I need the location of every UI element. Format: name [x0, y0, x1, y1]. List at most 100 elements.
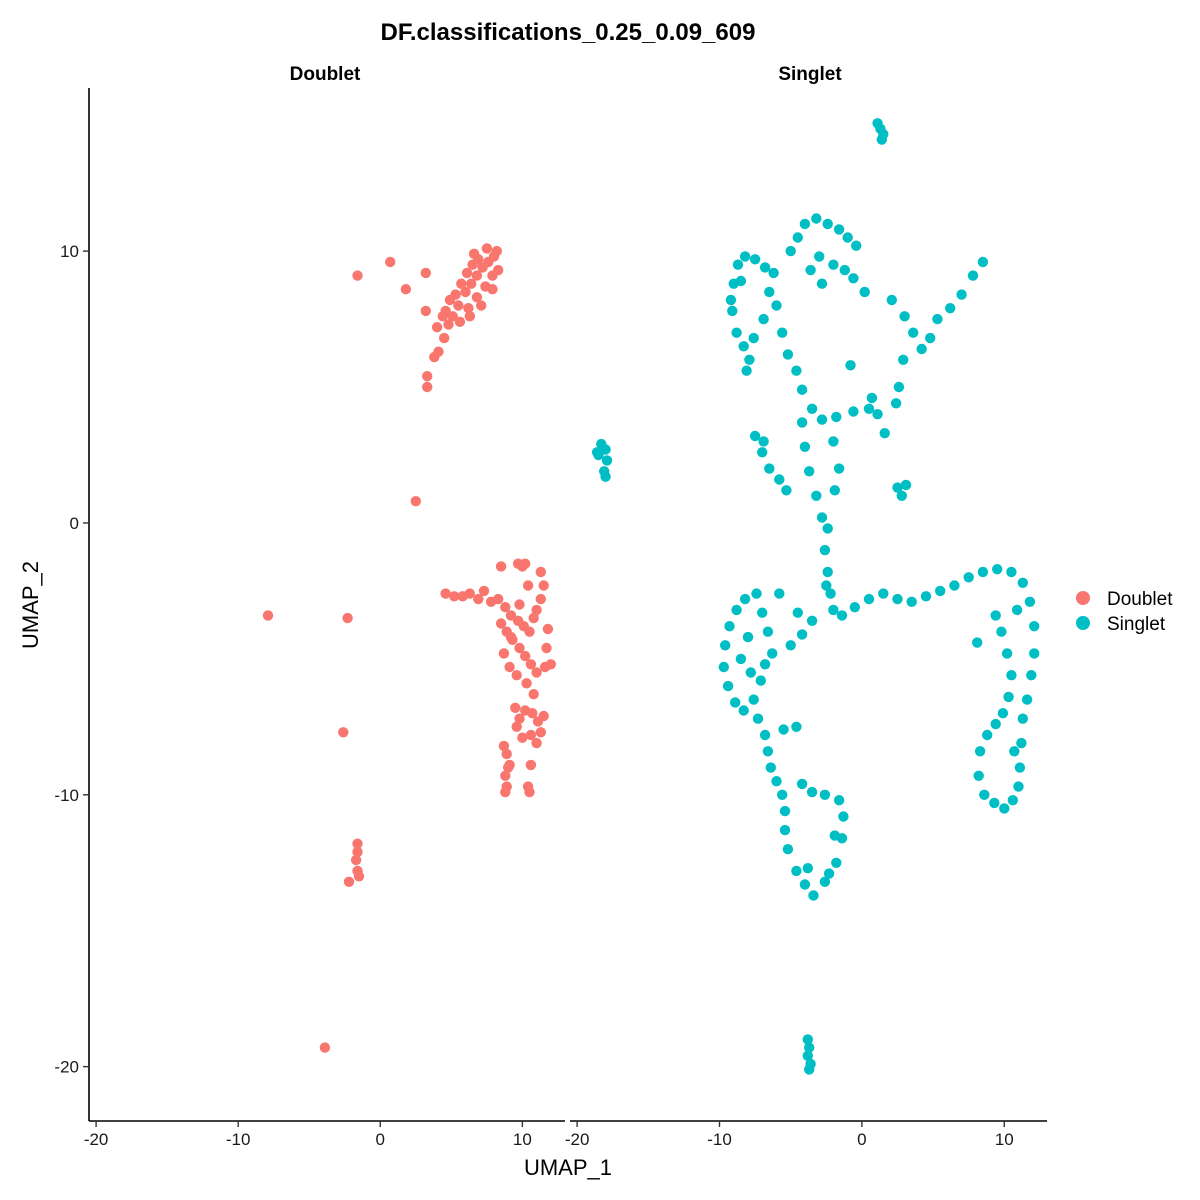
singlet-point [990, 610, 1001, 621]
singlet-point [727, 305, 738, 317]
doublet-point [464, 588, 475, 599]
singlet-point [757, 607, 768, 618]
doublet-point [501, 748, 512, 760]
singlet-point [1024, 596, 1036, 607]
doublet-point [535, 593, 546, 605]
singlet-point [748, 332, 759, 344]
doublet-point [495, 618, 507, 629]
singlet-point [825, 588, 836, 599]
doublet-point [525, 759, 537, 771]
doublet-point [511, 670, 522, 681]
singlet-point [863, 403, 875, 414]
doublet-point [468, 248, 480, 259]
singlet-point [811, 213, 822, 224]
singlet-point [796, 629, 808, 640]
singlet-point [796, 384, 808, 395]
doublet-point [535, 566, 546, 578]
singlet-point [822, 566, 833, 578]
singlet-point [1017, 577, 1028, 588]
singlet-point [878, 588, 889, 599]
singlet-point [833, 463, 845, 474]
singlet-point [900, 479, 912, 491]
singlet-point [908, 327, 919, 338]
singlet-point [896, 490, 907, 501]
singlet-point [816, 512, 828, 523]
singlet-point [1013, 781, 1024, 792]
singlet-point [990, 718, 1001, 730]
singlet-point [804, 466, 815, 477]
singlet-point [974, 746, 986, 757]
singlet-point [720, 640, 731, 651]
legend: Doublet Singlet [1076, 589, 1173, 635]
doublet-point [454, 316, 466, 327]
doublet-point [495, 561, 507, 572]
singlet-point [739, 593, 751, 605]
singlet-point [1011, 604, 1023, 616]
singlet-point [879, 428, 890, 439]
panel-doublet [262, 243, 556, 1053]
singlet-point [759, 262, 771, 273]
doublet-point [505, 631, 517, 643]
singlet-point [833, 795, 845, 806]
doublet-point [514, 642, 525, 654]
singlet-point [777, 327, 788, 338]
singlet-point [859, 286, 870, 298]
singlet-point [738, 705, 749, 716]
doublet-point [510, 702, 521, 713]
singlet-point [600, 444, 611, 455]
doublet-point [545, 659, 556, 670]
singlet-point [838, 811, 849, 822]
doublet-point [500, 786, 511, 798]
singlet-point [735, 653, 747, 665]
singlet-point [866, 392, 878, 404]
singlet-point [779, 824, 791, 836]
singlet-point [831, 857, 842, 868]
doublet-point [422, 381, 433, 393]
singlet-point [764, 286, 775, 298]
singlet-point [1003, 691, 1014, 703]
singlet-point [890, 398, 902, 409]
doublet-point [473, 593, 484, 605]
doublet-point [444, 294, 456, 306]
doublet-point [524, 786, 535, 798]
singlet-point [751, 588, 762, 599]
doublet-point [520, 558, 531, 569]
singlet-point [898, 354, 909, 365]
singlet-point [593, 449, 604, 461]
singlet-point [893, 381, 905, 393]
singlet-point [806, 403, 818, 414]
x-tick-label: 10 [513, 1130, 532, 1149]
singlet-point [762, 626, 774, 637]
singlet-point [771, 300, 782, 311]
y-axis-title: UMAP_2 [18, 561, 43, 649]
singlet-point [785, 640, 796, 651]
doublet-point [422, 371, 433, 382]
singlet-point [791, 865, 802, 877]
doublet-point [319, 1042, 331, 1053]
singlet-point [774, 474, 785, 485]
x-tick-label: 10 [995, 1130, 1014, 1149]
doublet-point [420, 267, 431, 279]
singlet-point [804, 1064, 815, 1075]
singlet-point [848, 406, 859, 417]
singlet-point [758, 313, 769, 325]
x-axis-title: UMAP_1 [524, 1155, 612, 1180]
doublet-point [541, 642, 552, 654]
singlet-point [828, 604, 839, 616]
singlet-point [967, 270, 979, 281]
singlet-point [886, 294, 897, 306]
singlet-point [819, 789, 831, 800]
singlet-point [822, 523, 833, 534]
singlet-point [945, 303, 956, 314]
singlet-point [828, 436, 839, 447]
singlet-point [829, 485, 840, 496]
singlet-point [732, 259, 744, 270]
singlet-point [806, 615, 818, 626]
singlet-point [1017, 713, 1028, 724]
x-tick-label: -20 [84, 1130, 109, 1149]
doublet-point [338, 727, 349, 738]
singlet-point [802, 1050, 813, 1062]
doublet-point [352, 838, 363, 849]
doublet-point [460, 286, 471, 298]
doublet-point [520, 650, 531, 662]
